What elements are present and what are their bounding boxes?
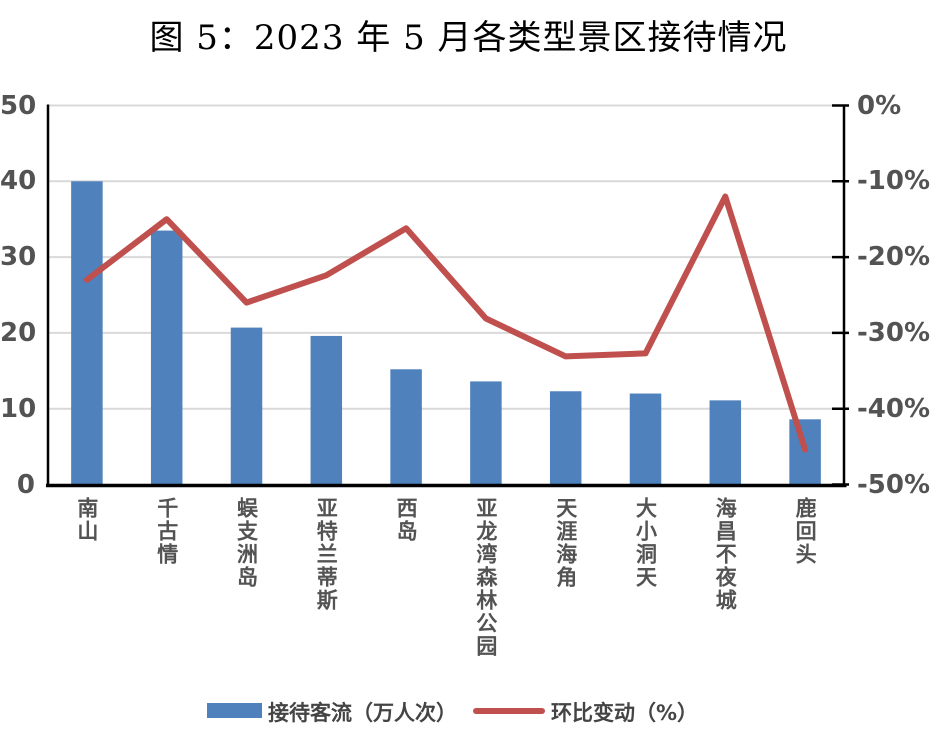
category-label-蜈支洲岛: 蜈支洲岛 bbox=[234, 497, 259, 589]
left-axis-tick-label: 50 bbox=[0, 90, 37, 121]
category-label-海昌不夜城: 海昌不夜城 bbox=[713, 497, 738, 612]
category-label-大小洞天: 大小洞天 bbox=[633, 497, 658, 589]
category-label-千古情: 千古情 bbox=[154, 497, 179, 566]
left-axis-tick-label: 0 bbox=[16, 469, 35, 500]
category-label-南山: 南山 bbox=[74, 497, 99, 543]
bar-千古情 bbox=[150, 230, 183, 485]
left-axis-tick-label: 10 bbox=[0, 393, 37, 424]
left-axis-tick-label: 40 bbox=[0, 166, 37, 197]
right-axis-tick-label: -40% bbox=[857, 393, 931, 424]
legend-bar-label: 接待客流（万人次） bbox=[268, 701, 457, 725]
legend-line-label: 环比变动（%） bbox=[551, 701, 699, 725]
bar-西岛 bbox=[390, 369, 422, 485]
right-axis-tick-label: -20% bbox=[857, 242, 931, 273]
bar-大小洞天 bbox=[629, 393, 662, 485]
category-label-西岛: 西岛 bbox=[394, 497, 419, 543]
legend-line-swatch bbox=[473, 708, 545, 714]
category-label-亚龙湾森林公园: 亚龙湾森林公园 bbox=[473, 497, 498, 658]
chart-title: 图 5：2023 年 5 月各类型景区接待情况 bbox=[149, 18, 788, 58]
bar-南山 bbox=[71, 181, 103, 485]
bar-蜈支洲岛 bbox=[230, 327, 263, 485]
trend-line bbox=[83, 193, 809, 453]
left-axis-tick-label: 30 bbox=[0, 242, 37, 273]
right-axis-tick-label: 0% bbox=[857, 90, 902, 121]
right-axis-tick-label: -50% bbox=[857, 469, 931, 500]
bar-天涯海角 bbox=[549, 391, 582, 485]
left-axis-tick-label: 20 bbox=[0, 317, 37, 348]
category-label-鹿回头: 鹿回头 bbox=[793, 497, 818, 566]
legend: 接待客流（万人次） 环比变动（%） bbox=[0, 698, 937, 732]
bar-亚龙湾森林公园 bbox=[470, 381, 502, 485]
legend-bar-swatch bbox=[207, 703, 262, 718]
category-label-亚特兰蒂斯: 亚特兰蒂斯 bbox=[314, 497, 339, 612]
right-axis-tick-label: -10% bbox=[857, 166, 931, 197]
right-axis-tick-label: -30% bbox=[857, 317, 931, 348]
bar-亚特兰蒂斯 bbox=[310, 335, 343, 485]
bar-海昌不夜城 bbox=[709, 400, 742, 485]
category-label-天涯海角: 天涯海角 bbox=[553, 497, 578, 589]
